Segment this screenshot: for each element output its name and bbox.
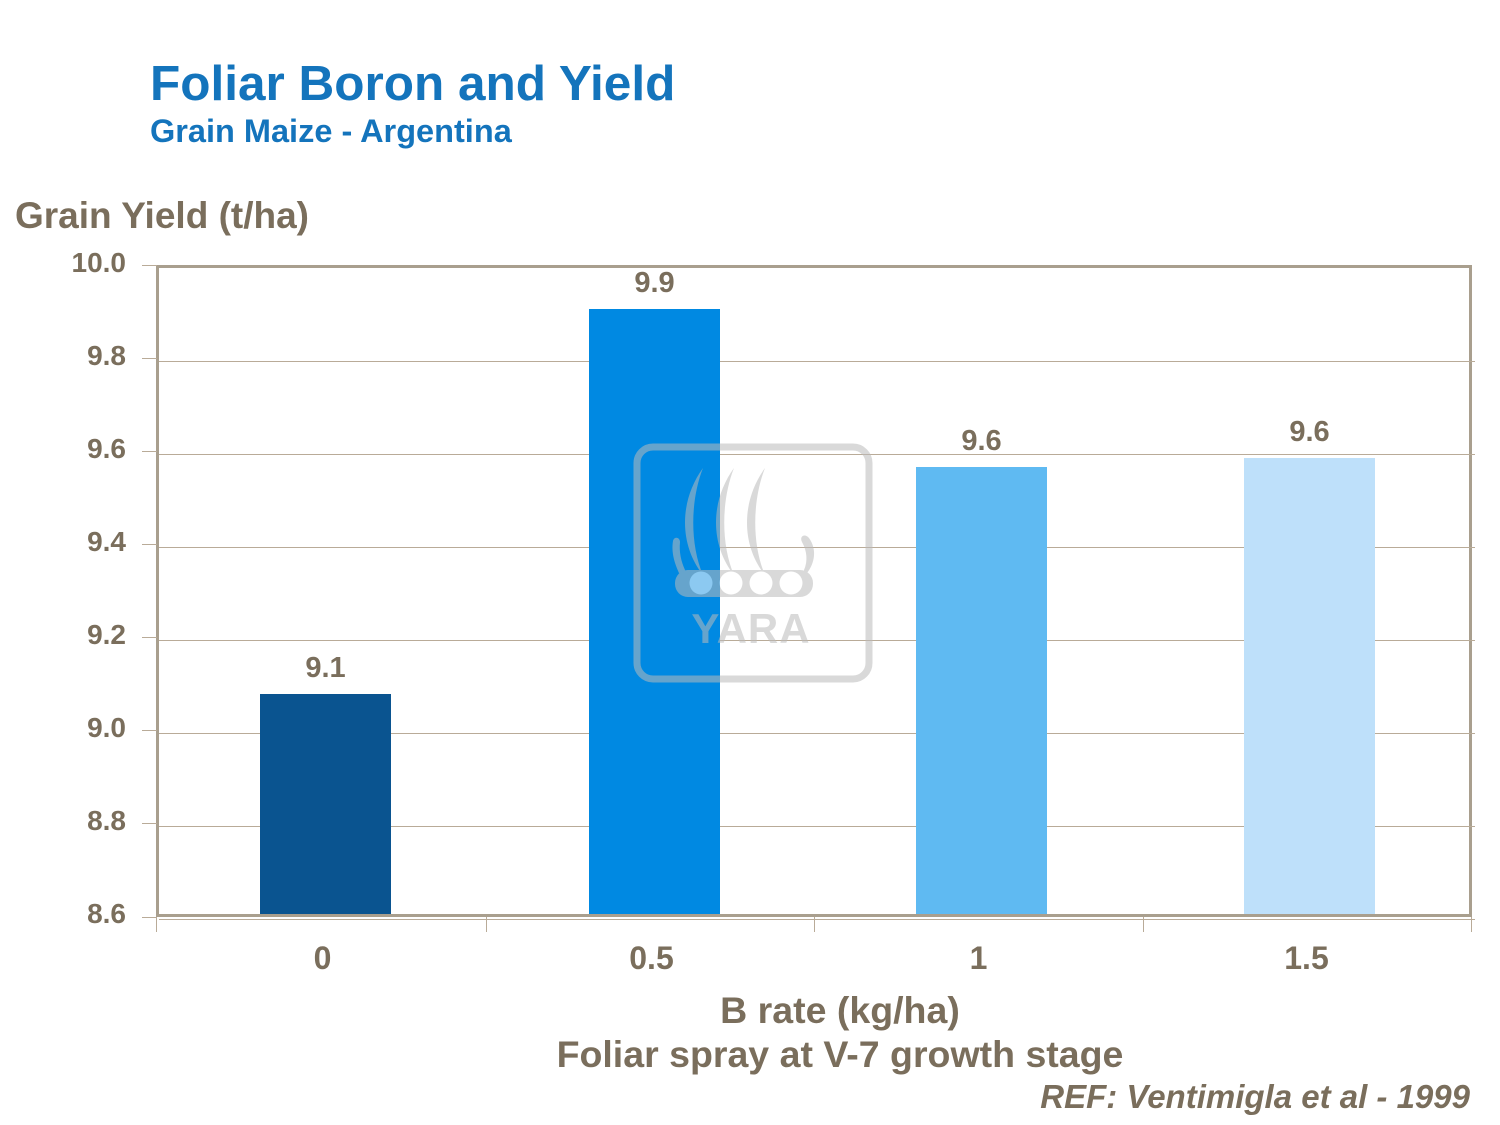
svg-text:YARA: YARA: [691, 605, 810, 652]
